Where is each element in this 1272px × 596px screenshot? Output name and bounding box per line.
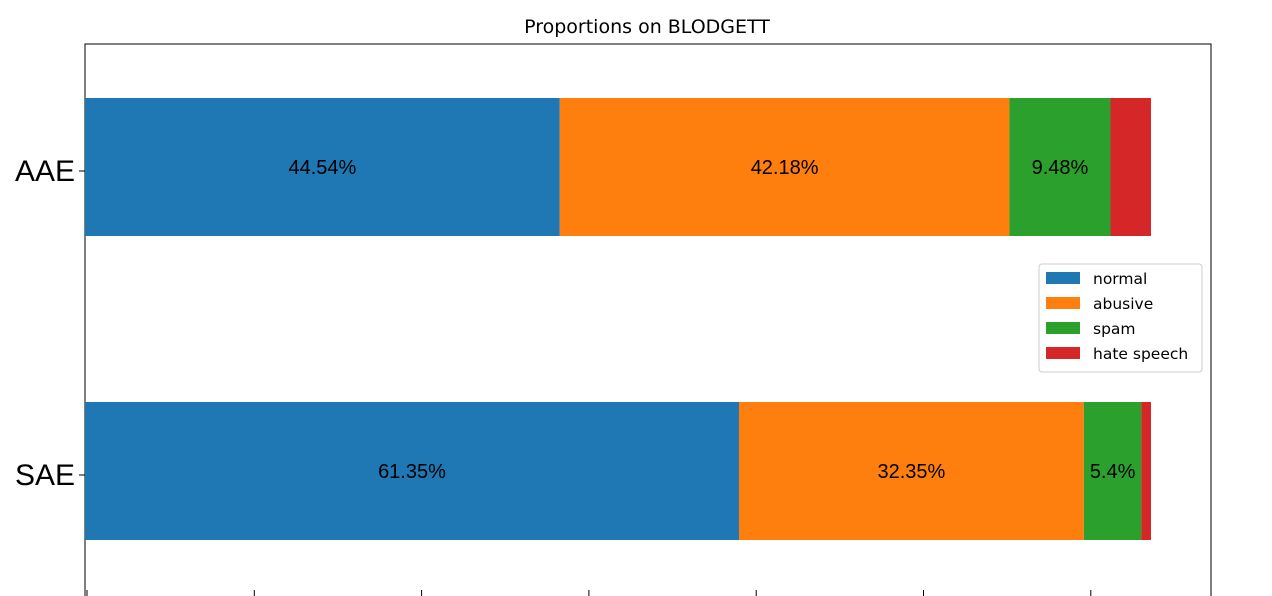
data-label-sae-normal: 61.35% bbox=[378, 461, 446, 483]
legend-swatch-hate-speech bbox=[1046, 347, 1080, 359]
y-axis: AAE SAE bbox=[15, 155, 85, 492]
legend-label-hate-speech: hate speech bbox=[1093, 345, 1188, 363]
bar-sae-abusive bbox=[738, 402, 1084, 540]
bar-aae-spam bbox=[1009, 98, 1111, 236]
y-tick-label-sae: SAE bbox=[15, 459, 75, 492]
legend: normal abusive spam hate speech bbox=[1038, 263, 1203, 373]
legend-swatch-spam bbox=[1046, 322, 1080, 334]
legend-swatch-normal bbox=[1046, 272, 1080, 284]
legend-label-normal: normal bbox=[1093, 270, 1147, 288]
bar-aae-abusive bbox=[559, 98, 1010, 236]
legend-box bbox=[1038, 263, 1203, 373]
plot-frame bbox=[84, 43, 1212, 596]
x-axis-ticks bbox=[86, 590, 1092, 596]
legend-swatch-abusive bbox=[1046, 297, 1080, 309]
data-label-aae-spam: 9.48% bbox=[1032, 157, 1089, 179]
bar-aae-hate-speech bbox=[1110, 98, 1151, 236]
data-label-aae-normal: 44.54% bbox=[288, 157, 356, 179]
y-tick-label-aae: AAE bbox=[15, 155, 75, 188]
bar-sae-normal bbox=[85, 402, 739, 540]
legend-label-spam: spam bbox=[1093, 320, 1136, 338]
data-label-sae-abusive: 32.35% bbox=[877, 461, 945, 483]
bar-sae-spam bbox=[1083, 402, 1142, 540]
legend-label-abusive: abusive bbox=[1093, 295, 1153, 313]
data-label-aae-abusive: 42.18% bbox=[751, 157, 819, 179]
bar-sae-hate-speech bbox=[1141, 402, 1151, 540]
data-label-sae-spam: 5.4% bbox=[1090, 461, 1136, 483]
bar-aae-normal bbox=[85, 98, 560, 236]
chart-title: Proportions on BLODGETT bbox=[524, 16, 770, 38]
bars-group: 44.54% 42.18% 9.48% 61.35% 32.35% 5.4% bbox=[85, 98, 1151, 540]
